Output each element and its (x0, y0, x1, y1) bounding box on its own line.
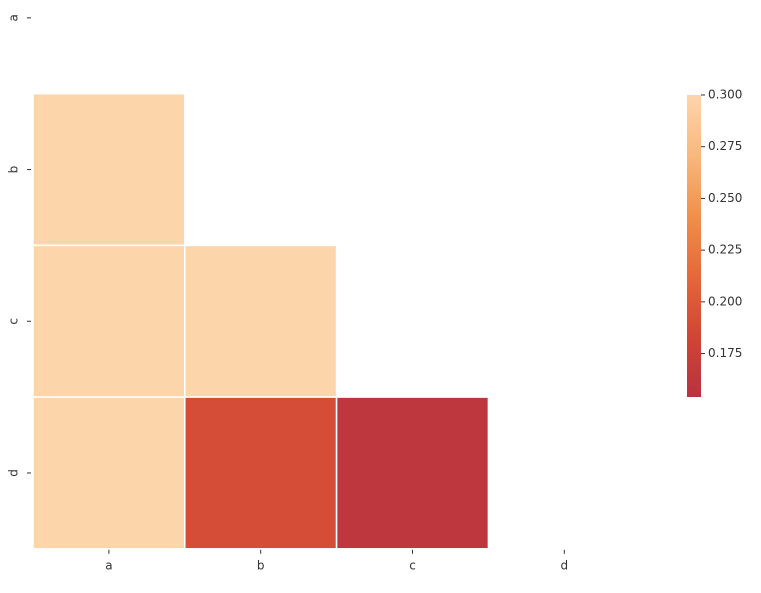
colorbar-tick-label: 0.175 (708, 346, 742, 360)
colorbar-tick-label: 0.200 (708, 294, 742, 308)
heatmap-cell (32, 92, 186, 247)
colorbar-tick-label: 0.300 (708, 88, 742, 102)
heatmap-cell (32, 244, 186, 398)
x-tick-label: a (105, 558, 112, 572)
x-tick-label: d (560, 558, 568, 572)
heatmap-cell (32, 396, 186, 550)
x-tick-label: b (257, 558, 265, 572)
colorbar-tick-label: 0.225 (708, 243, 742, 257)
colorbar-tick-label: 0.275 (708, 139, 742, 153)
heatmap-cell (184, 396, 338, 550)
x-tick-label: c (409, 558, 416, 572)
y-tick-label: a (7, 14, 21, 21)
heatmap-cell (184, 244, 338, 398)
heatmap-cell (335, 396, 490, 550)
colorbar (687, 95, 701, 397)
colorbar-tick-label: 0.250 (708, 191, 742, 205)
y-tick-label: c (7, 318, 21, 325)
y-tick-label: d (7, 469, 21, 477)
y-tick-label: b (7, 166, 21, 174)
